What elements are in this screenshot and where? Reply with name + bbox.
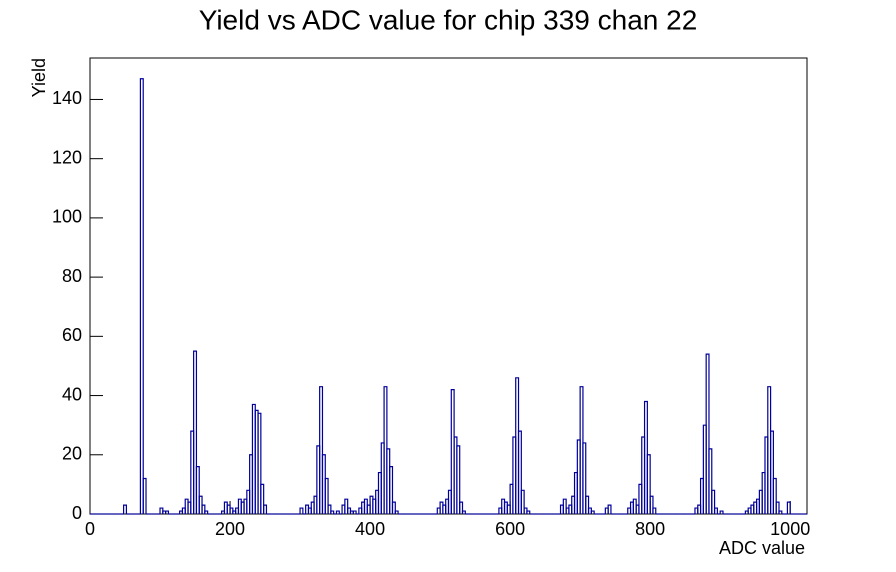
x-tick-label: 0 — [85, 519, 95, 539]
histogram-bar — [585, 495, 590, 514]
histogram-bar — [562, 498, 567, 514]
histogram-bar — [201, 504, 206, 514]
y-tick-label: 100 — [52, 207, 82, 227]
histogram-bar — [204, 510, 209, 514]
histogram-bar — [526, 510, 531, 514]
y-tick-label: 120 — [52, 147, 82, 167]
x-tick-label: 800 — [635, 519, 665, 539]
y-tick-label: 40 — [62, 384, 82, 404]
histogram-bar — [389, 466, 394, 514]
histogram-bar — [649, 495, 654, 514]
histogram-bar — [652, 507, 657, 514]
histogram-bar — [646, 454, 651, 514]
histogram-bar — [352, 510, 357, 514]
histogram-bar — [517, 430, 522, 514]
histogram-bar — [705, 353, 710, 514]
histogram-bar — [257, 412, 262, 514]
histogram-bar — [319, 386, 324, 514]
histogram-bar — [772, 477, 777, 514]
histogram-bar — [456, 445, 461, 514]
histogram-bar — [195, 466, 200, 514]
histogram-bar — [713, 507, 718, 514]
histogram-bar — [607, 504, 612, 514]
x-tick-label: 400 — [355, 519, 385, 539]
y-axis-label: Yield — [29, 58, 49, 97]
histogram-bar — [711, 489, 716, 514]
histogram-bar — [775, 501, 780, 514]
histogram-bar — [582, 442, 587, 514]
histogram-bar — [719, 510, 724, 514]
x-tick-label: 600 — [495, 519, 525, 539]
histogram-bar — [520, 489, 525, 514]
histogram-bar — [778, 510, 783, 514]
histogram-bar — [590, 510, 595, 514]
x-tick-label: 200 — [215, 519, 245, 539]
x-tick-label: 1000 — [770, 519, 810, 539]
chart-title: Yield vs ADC value for chip 339 chan 22 — [199, 4, 698, 35]
histogram-bar — [327, 504, 332, 514]
histogram-bar — [299, 507, 304, 514]
histogram-bar — [324, 477, 329, 514]
histogram-bar — [391, 501, 396, 514]
histogram-bar — [330, 510, 335, 514]
histogram-bar — [344, 498, 349, 514]
histogram-bar — [142, 477, 147, 514]
histogram-bar — [786, 501, 791, 514]
y-tick-label: 20 — [62, 444, 82, 464]
histogram-bar — [461, 510, 466, 514]
histogram-bar — [263, 504, 268, 514]
y-tick-label: 80 — [62, 266, 82, 286]
histogram-bar — [769, 430, 774, 514]
histogram-bar — [394, 510, 399, 514]
histogram-bar — [165, 510, 170, 514]
y-tick-label: 0 — [72, 503, 82, 523]
y-tick-label: 60 — [62, 325, 82, 345]
histogram-bar — [260, 483, 265, 514]
histogram-bar — [708, 448, 713, 514]
histogram-bar — [459, 501, 464, 514]
y-tick-label: 140 — [52, 88, 82, 108]
histogram-bar — [193, 350, 198, 514]
histogram-bar — [139, 78, 144, 514]
x-axis-label: ADC value — [719, 538, 805, 558]
histogram-bar — [123, 504, 128, 514]
histogram-bar — [335, 510, 340, 514]
